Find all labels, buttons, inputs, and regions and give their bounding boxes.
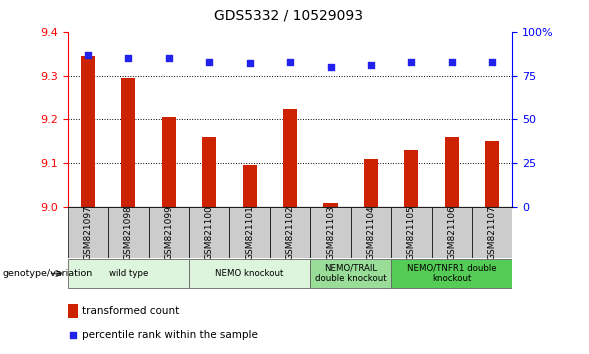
Bar (485, 141, 499, 207)
Bar (432, 207, 472, 258)
Bar (189, 207, 230, 258)
Bar (472, 207, 512, 258)
Bar (350, 207, 391, 258)
Bar (68, 259, 189, 288)
Text: wild type: wild type (109, 269, 148, 278)
Point (245, 61, 254, 66)
Point (285, 59, 294, 64)
Point (366, 62, 376, 68)
Text: GSM821107: GSM821107 (488, 205, 497, 260)
Text: NEMO/TNFR1 double
knockout: NEMO/TNFR1 double knockout (407, 264, 497, 283)
Bar (68, 207, 108, 258)
Point (488, 59, 497, 64)
Bar (270, 207, 310, 258)
Bar (81, 56, 95, 207)
Bar (445, 137, 459, 207)
Text: GSM821106: GSM821106 (447, 205, 456, 260)
Point (330, 212, 339, 217)
Text: NEMO knockout: NEMO knockout (216, 269, 284, 278)
Bar (310, 207, 350, 258)
Bar (391, 259, 512, 288)
Text: GSM821100: GSM821100 (205, 205, 214, 260)
Bar (202, 137, 216, 207)
Text: GSM821098: GSM821098 (124, 205, 133, 260)
Bar (323, 203, 337, 207)
Text: genotype/variation: genotype/variation (3, 269, 93, 278)
Bar (121, 78, 135, 207)
Point (124, 55, 133, 61)
Point (326, 64, 335, 70)
Bar (189, 259, 310, 288)
Bar (364, 159, 378, 207)
Text: GSM821104: GSM821104 (366, 205, 375, 260)
Bar (243, 165, 257, 207)
Bar (68, 304, 78, 318)
Bar (310, 259, 391, 288)
Point (83, 52, 92, 57)
Text: GSM821103: GSM821103 (326, 205, 335, 260)
Point (406, 59, 416, 64)
Bar (391, 207, 432, 258)
Text: GSM821101: GSM821101 (245, 205, 254, 260)
Point (164, 55, 174, 61)
Bar (148, 207, 189, 258)
Point (447, 59, 456, 64)
Text: GSM821105: GSM821105 (407, 205, 416, 260)
Text: GSM821099: GSM821099 (164, 205, 173, 260)
Text: NEMO/TRAIL
double knockout: NEMO/TRAIL double knockout (315, 264, 386, 283)
Bar (108, 207, 148, 258)
Text: transformed count: transformed count (82, 306, 179, 316)
Bar (283, 109, 297, 207)
Bar (404, 150, 418, 207)
Text: GSM821102: GSM821102 (286, 205, 294, 260)
Text: GDS5332 / 10529093: GDS5332 / 10529093 (214, 9, 363, 23)
Point (204, 59, 214, 64)
Bar (162, 117, 176, 207)
Text: percentile rank within the sample: percentile rank within the sample (82, 330, 258, 340)
Text: GSM821097: GSM821097 (84, 205, 92, 260)
Bar (230, 207, 270, 258)
